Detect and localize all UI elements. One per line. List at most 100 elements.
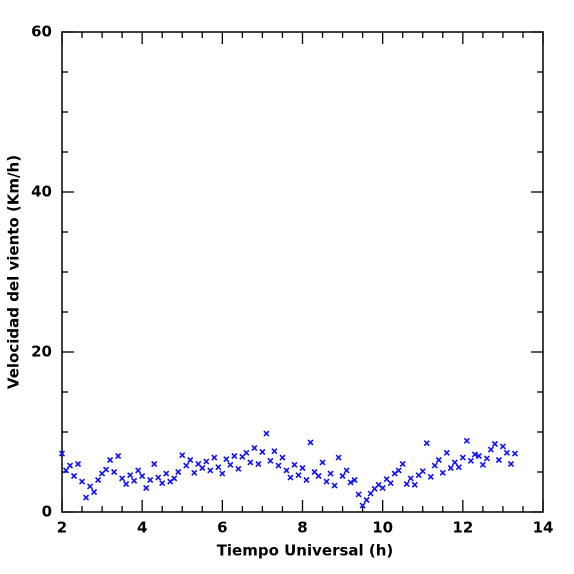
data-point <box>119 475 126 482</box>
data-point <box>267 457 274 464</box>
data-point <box>127 472 134 479</box>
data-point <box>323 478 330 485</box>
data-point <box>363 496 370 504</box>
data-point <box>82 494 90 501</box>
y-tick-label: 0 <box>42 503 52 521</box>
data-point <box>343 467 350 474</box>
data-point <box>339 472 346 480</box>
data-point <box>419 468 426 475</box>
data-point <box>423 440 430 447</box>
data-point <box>407 475 414 482</box>
data-point <box>455 464 462 471</box>
data-point <box>283 467 290 474</box>
data-point <box>475 452 482 460</box>
data-point <box>351 476 358 484</box>
data-point <box>255 460 262 468</box>
data-point <box>463 437 470 444</box>
data-point <box>179 452 186 459</box>
data-point <box>347 479 354 486</box>
data-point <box>183 462 190 469</box>
data-point <box>115 452 122 460</box>
data-point <box>131 477 138 484</box>
data-point <box>215 464 222 471</box>
x-tick-label: 8 <box>297 519 307 537</box>
data-point <box>171 475 178 482</box>
data-point <box>199 464 206 472</box>
data-point <box>511 450 519 457</box>
data-point <box>251 444 258 452</box>
data-point <box>70 472 78 480</box>
data-point <box>355 491 362 498</box>
x-tick-label: 2 <box>57 519 67 537</box>
data-point <box>319 459 326 466</box>
plot-frame <box>61 31 544 513</box>
data-point <box>187 456 194 464</box>
data-point <box>271 448 278 455</box>
data-point <box>395 467 402 474</box>
data-point <box>447 464 454 472</box>
data-point <box>379 484 386 492</box>
data-point <box>139 472 146 480</box>
data-point <box>219 470 226 477</box>
data-point <box>123 480 130 488</box>
y-tick-label: 60 <box>31 23 52 41</box>
data-point <box>135 467 142 474</box>
data-point <box>459 454 466 461</box>
data-point <box>399 460 406 468</box>
x-tick-label: 6 <box>217 519 227 537</box>
data-point <box>211 454 218 461</box>
data-point <box>231 452 238 460</box>
data-point <box>507 460 514 468</box>
data-point <box>467 457 474 464</box>
data-point <box>295 472 302 479</box>
data-point <box>175 468 182 476</box>
data-point <box>74 460 82 468</box>
data-point <box>279 454 286 461</box>
data-point <box>487 446 494 453</box>
data-point <box>259 448 266 456</box>
data-point <box>471 451 478 458</box>
data-point <box>66 462 74 469</box>
data-point <box>479 461 486 468</box>
data-point <box>223 456 230 463</box>
data-point <box>299 464 306 472</box>
data-point <box>203 458 210 465</box>
x-tick-label: 12 <box>452 519 473 537</box>
y-tick-label: 40 <box>31 183 52 201</box>
data-point <box>411 481 418 488</box>
x-tick-label: 10 <box>372 519 393 537</box>
data-point <box>235 465 242 472</box>
x-tick-label: 14 <box>533 519 554 537</box>
data-point <box>143 484 150 492</box>
data-point <box>387 480 394 487</box>
data-point <box>95 476 102 484</box>
data-point <box>307 439 314 446</box>
data-point <box>495 456 502 464</box>
data-point <box>111 468 118 476</box>
data-point <box>247 459 254 466</box>
x-axis-label: Tiempo Universal (h) <box>217 542 394 560</box>
data-point <box>263 430 270 437</box>
data-point <box>443 449 450 456</box>
data-point <box>191 469 198 476</box>
data-point <box>315 472 322 480</box>
data-point <box>291 461 298 468</box>
data-point <box>86 483 94 490</box>
data-point <box>491 440 498 448</box>
data-point <box>431 462 438 469</box>
data-point <box>335 454 342 461</box>
data-point <box>103 466 110 473</box>
data-point <box>91 488 98 496</box>
data-point <box>151 460 158 468</box>
data-point <box>243 449 250 456</box>
data-point <box>78 478 86 485</box>
data-point <box>62 467 70 474</box>
data-point <box>107 456 114 464</box>
data-point <box>58 450 66 457</box>
data-point <box>483 455 490 462</box>
data-point <box>439 469 446 476</box>
data-point <box>287 474 294 481</box>
data-point <box>327 470 334 477</box>
y-tick-label: 20 <box>31 343 52 361</box>
data-point <box>367 490 374 497</box>
